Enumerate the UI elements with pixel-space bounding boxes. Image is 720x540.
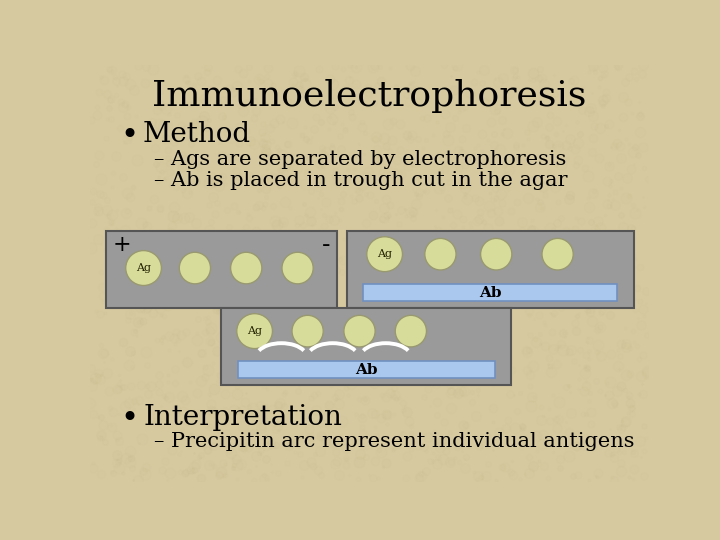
FancyBboxPatch shape (106, 231, 337, 308)
Text: Ag: Ag (247, 326, 262, 336)
Text: Interpretation: Interpretation (143, 404, 342, 431)
FancyBboxPatch shape (347, 231, 634, 308)
Ellipse shape (230, 252, 262, 284)
Ellipse shape (425, 238, 456, 270)
Text: Immunoelectrophoresis: Immunoelectrophoresis (152, 79, 586, 113)
Ellipse shape (395, 315, 426, 347)
Text: Ag: Ag (136, 263, 151, 273)
Text: •: • (121, 121, 139, 152)
Ellipse shape (292, 315, 323, 347)
Ellipse shape (344, 315, 375, 347)
FancyBboxPatch shape (364, 284, 617, 301)
Text: •: • (121, 404, 139, 435)
Ellipse shape (366, 237, 402, 272)
Ellipse shape (237, 314, 272, 349)
Ellipse shape (282, 252, 313, 284)
Text: +: + (112, 234, 131, 256)
FancyBboxPatch shape (221, 308, 511, 385)
Text: – Precipitin arc represent individual antigens: – Precipitin arc represent individual an… (154, 431, 634, 450)
Text: – Ab is placed in trough cut in the agar: – Ab is placed in trough cut in the agar (154, 171, 567, 190)
Text: Ag: Ag (377, 249, 392, 259)
Text: Ab: Ab (355, 362, 377, 376)
Text: – Ags are separated by electrophoresis: – Ags are separated by electrophoresis (154, 150, 567, 169)
Ellipse shape (126, 251, 161, 286)
Text: Ab: Ab (479, 286, 502, 300)
Text: -: - (322, 234, 330, 258)
Ellipse shape (481, 238, 512, 270)
Text: Method: Method (143, 121, 251, 148)
FancyBboxPatch shape (238, 361, 495, 379)
Ellipse shape (542, 238, 573, 270)
Ellipse shape (179, 252, 210, 284)
